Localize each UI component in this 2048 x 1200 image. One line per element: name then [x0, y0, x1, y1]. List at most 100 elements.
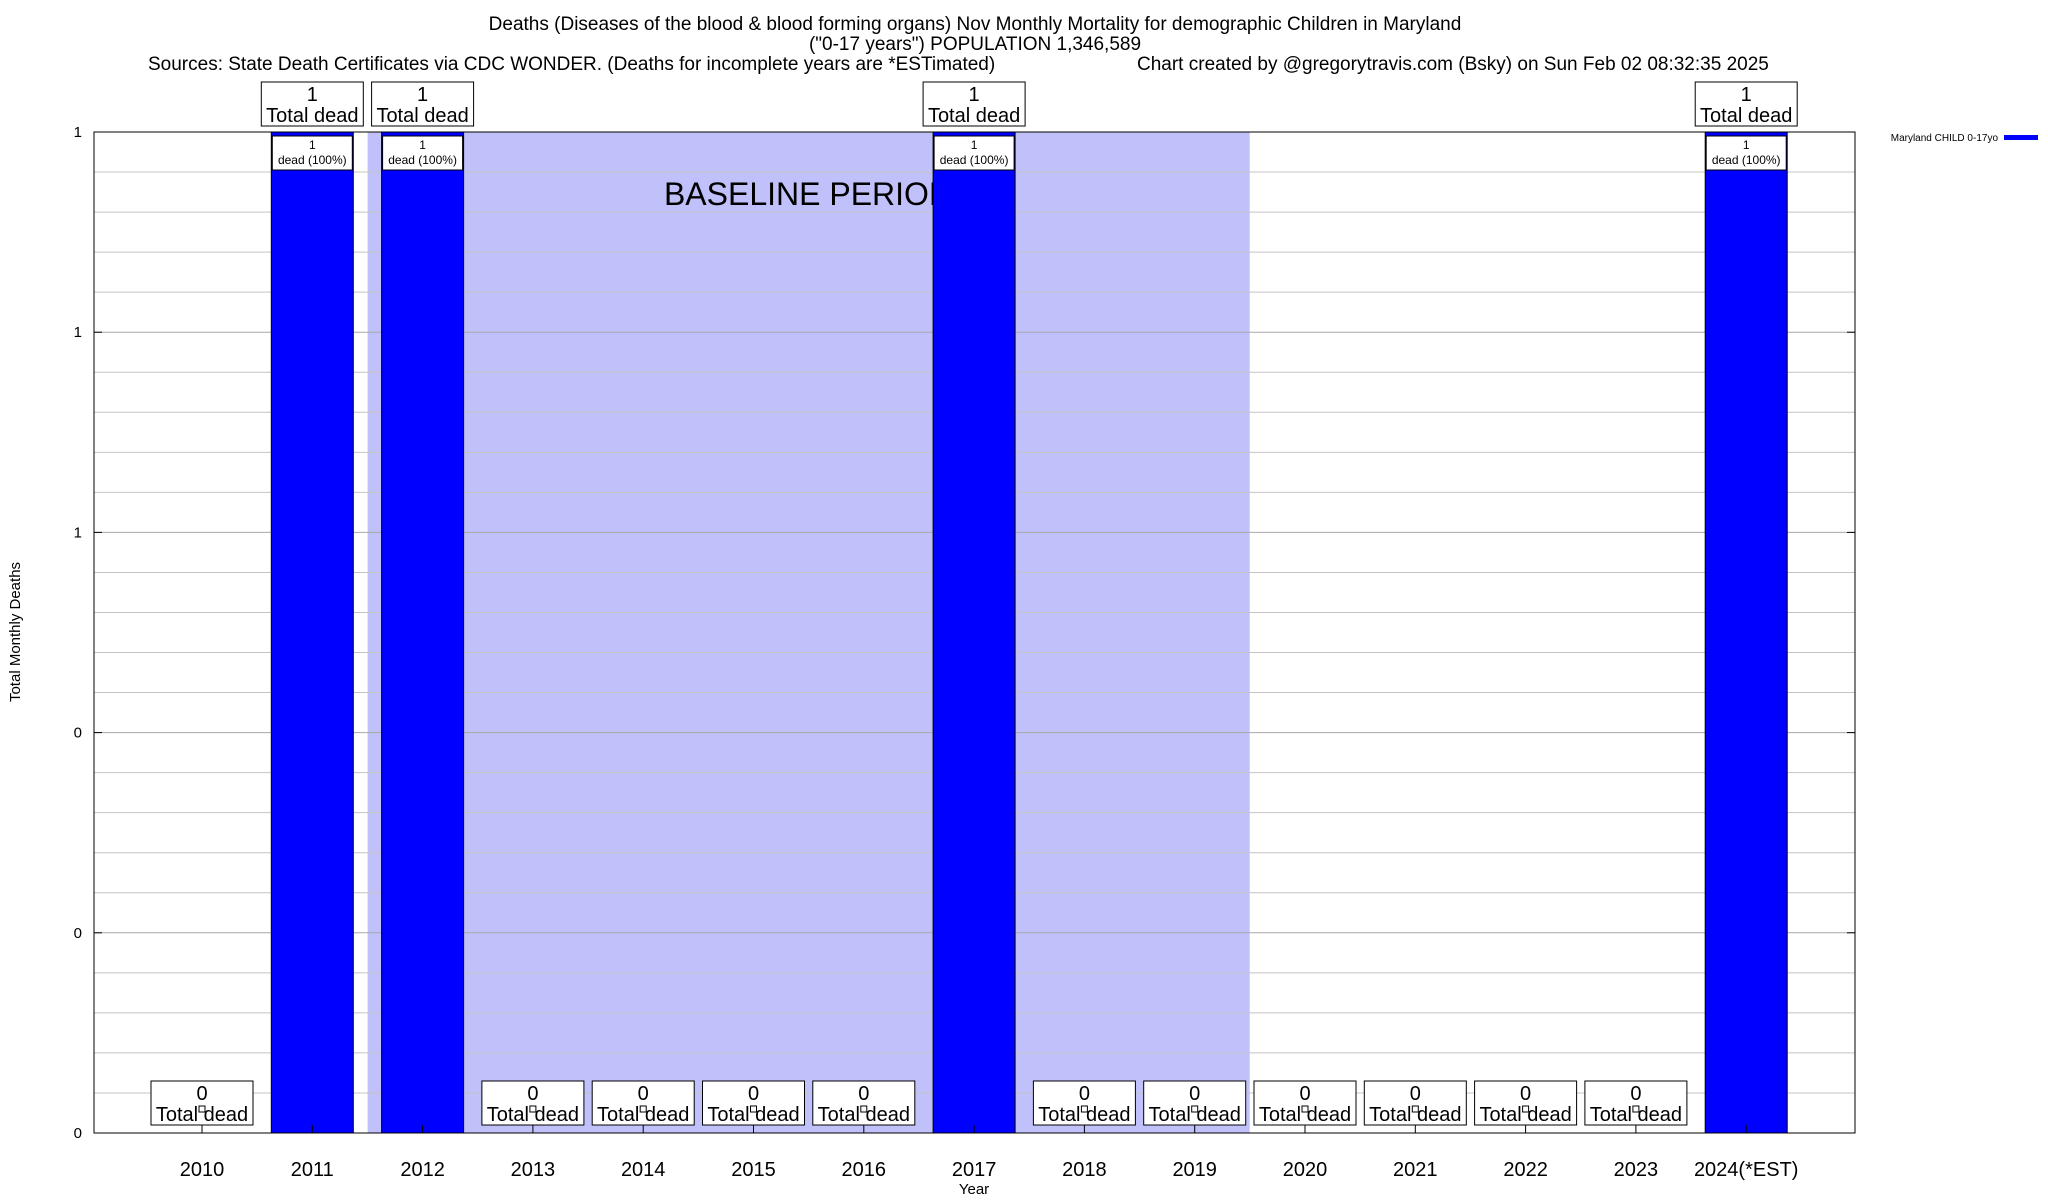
bar [932, 131, 1016, 1134]
y-tick-label: 1 [74, 124, 82, 141]
x-tick-label: 2012 [400, 1159, 445, 1181]
bar-inner-label-unit: dead (100%) [940, 153, 1009, 167]
bar-inner-label-box [271, 135, 353, 171]
x-tick-label: 2011 [291, 1159, 334, 1181]
zero-label-box [1253, 1080, 1357, 1126]
x-tick-label: 2010 [180, 1159, 225, 1181]
x-tick-label: 2024(*EST) [1694, 1159, 1799, 1181]
zero-label-unit: Total dead [597, 1104, 689, 1126]
zero-label-value: 0 [1079, 1083, 1090, 1105]
x-tick-label: 2013 [511, 1159, 556, 1181]
zero-label-box [481, 1080, 585, 1126]
x-tick-label: 2016 [842, 1159, 887, 1181]
chart-sources: Sources: State Death Certificates via CD… [148, 54, 996, 75]
x-tick-label: 2020 [1283, 1159, 1328, 1181]
chart-title-line1: Deaths (Diseases of the blood & blood fo… [488, 14, 1462, 35]
chart-title-line2: ("0-17 years") POPULATION 1,346,589 [808, 34, 1142, 55]
zero-point-marker [1301, 1105, 1309, 1113]
bar-inner-label-value: 1 [309, 138, 316, 152]
bar-top-label-box [371, 81, 475, 127]
legend-label: Maryland CHILD 0-17yo [1891, 133, 1999, 144]
bar-top-label-unit: Total dead [376, 105, 468, 127]
zero-label-unit: Total dead [487, 1104, 579, 1126]
zero-label-value: 0 [748, 1083, 759, 1105]
baseline-period-label: BASELINE PERIOD [664, 176, 952, 212]
zero-label-unit: Total dead [1259, 1104, 1351, 1126]
zero-label-value: 0 [527, 1083, 538, 1105]
bar-top-label-value: 1 [969, 84, 980, 106]
zero-label-value: 0 [1520, 1083, 1531, 1105]
baseline-period-band [367, 132, 1250, 1133]
x-tick-label: 2019 [1172, 1159, 1217, 1181]
y-tick-label: 1 [74, 324, 82, 341]
zero-label-unit: Total dead [1479, 1104, 1571, 1126]
legend-swatch [2004, 135, 2038, 140]
zero-label-unit: Total dead [156, 1104, 248, 1126]
bar-inner-label-value: 1 [1743, 138, 1750, 152]
bar-top-label-value: 1 [307, 84, 318, 106]
zero-point-marker [1411, 1105, 1419, 1113]
x-tick-label: 2018 [1062, 1159, 1107, 1181]
chart-credit: Chart created by @gregorytravis.com (Bsk… [1137, 54, 1769, 75]
x-tick-label: 2014 [621, 1159, 666, 1181]
bar-top-label-value: 1 [1741, 84, 1752, 106]
zero-point-marker [1522, 1105, 1530, 1113]
zero-point-marker [860, 1105, 868, 1113]
zero-point-marker [1080, 1105, 1088, 1113]
bar-inner-label-unit: dead (100%) [1712, 153, 1781, 167]
zero-label-box [812, 1080, 916, 1126]
zero-label-box [1363, 1080, 1467, 1126]
zero-point-marker [1191, 1105, 1199, 1113]
zero-point-marker [529, 1105, 537, 1113]
bar-inner-label-box [1705, 135, 1787, 171]
zero-label-box [1143, 1080, 1247, 1126]
bar-inner-label-value: 1 [419, 138, 426, 152]
x-tick-label: 2023 [1614, 1159, 1659, 1181]
zero-label-box [702, 1080, 805, 1126]
bar [270, 131, 354, 1134]
x-tick-label: 2021 [1393, 1159, 1438, 1181]
x-tick-label: 2022 [1503, 1159, 1548, 1181]
x-tick-label: 2017 [952, 1159, 997, 1181]
zero-label-unit: Total dead [1038, 1104, 1130, 1126]
bar-inner-label-box [933, 135, 1015, 171]
zero-label-unit: Total dead [1149, 1104, 1241, 1126]
y-tick-label: 1 [74, 524, 82, 541]
plot-frame [93, 131, 1856, 1134]
y-axis-label: Total Monthly Deaths [7, 562, 24, 702]
zero-label-box [1474, 1080, 1578, 1126]
x-tick-label: 2015 [731, 1159, 776, 1181]
x-axis-label: Year [959, 1181, 989, 1198]
zero-label-unit: Total dead [1590, 1104, 1682, 1126]
zero-label-value: 0 [1189, 1083, 1200, 1105]
bar-inner-label-unit: dead (100%) [388, 153, 457, 167]
zero-label-value: 0 [638, 1083, 649, 1105]
bar-top-label-unit: Total dead [266, 105, 358, 127]
zero-point-marker [198, 1105, 206, 1113]
bar-top-label-box [922, 81, 1026, 127]
zero-label-value: 0 [858, 1083, 869, 1105]
y-tick-label: 0 [74, 725, 82, 742]
zero-label-value: 0 [1410, 1083, 1421, 1105]
bar [381, 131, 465, 1134]
bar [1704, 131, 1788, 1134]
bar-top-label-value: 1 [417, 84, 428, 106]
zero-label-value: 0 [1630, 1083, 1641, 1105]
zero-label-unit: Total dead [818, 1104, 910, 1126]
bar-top-label-unit: Total dead [1700, 105, 1792, 127]
zero-label-box [591, 1080, 695, 1126]
bar-inner-label-unit: dead (100%) [278, 153, 347, 167]
zero-point-marker [750, 1105, 757, 1113]
bar-inner-label-box [382, 135, 464, 171]
zero-label-value: 0 [1299, 1083, 1310, 1105]
y-tick-label: 0 [74, 1125, 82, 1142]
bar-inner-label-value: 1 [971, 138, 978, 152]
bar-top-label-box [260, 81, 364, 127]
zero-label-value: 0 [196, 1083, 207, 1105]
zero-point-marker [1632, 1105, 1640, 1113]
y-tick-label: 0 [74, 925, 82, 942]
zero-label-unit: Total dead [707, 1104, 799, 1126]
bar-top-label-unit: Total dead [928, 105, 1020, 127]
zero-point-marker [639, 1105, 647, 1113]
